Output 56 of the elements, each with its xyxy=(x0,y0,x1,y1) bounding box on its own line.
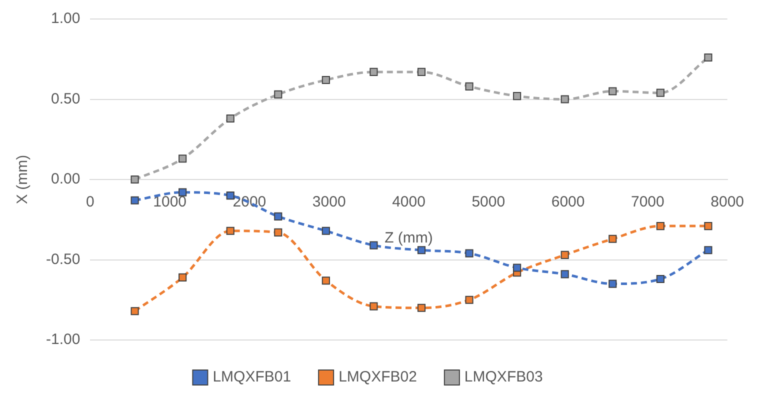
point xyxy=(130,307,139,316)
point xyxy=(130,175,139,184)
point xyxy=(704,53,712,62)
point xyxy=(130,196,139,204)
y-tick-label: 1.00 xyxy=(50,10,80,28)
point xyxy=(370,68,378,76)
x-tick-label: 8000 xyxy=(710,194,744,211)
point xyxy=(322,76,330,84)
point xyxy=(370,302,378,310)
point xyxy=(370,241,378,250)
point xyxy=(465,296,474,304)
point xyxy=(178,188,187,196)
point xyxy=(417,246,426,254)
legend-label: LMQXFB03 xyxy=(464,368,543,386)
x-tick-label: 1000 xyxy=(153,194,187,211)
point xyxy=(513,92,522,100)
x-tick-label: 0 xyxy=(86,194,94,211)
x-axis-title: Z (mm) xyxy=(384,230,433,247)
x-tick-label: 5000 xyxy=(472,194,506,211)
point xyxy=(656,222,664,230)
point xyxy=(560,95,569,104)
x-tick-label: 7000 xyxy=(630,194,664,211)
point xyxy=(178,154,187,163)
point xyxy=(417,68,426,76)
point xyxy=(274,228,282,236)
point xyxy=(656,274,664,284)
legend-label: LMQXFB01 xyxy=(212,368,292,386)
x-tick-label: 6000 xyxy=(551,194,585,211)
point xyxy=(226,226,234,235)
point xyxy=(704,222,712,230)
y-tick-label: -1.00 xyxy=(46,331,80,348)
point xyxy=(322,226,330,235)
point xyxy=(322,276,330,285)
point xyxy=(226,114,234,123)
point xyxy=(560,250,569,259)
y-tick-label: -0.50 xyxy=(46,250,80,268)
point xyxy=(274,212,282,220)
point xyxy=(656,88,664,97)
y-tick-label: 0.00 xyxy=(50,170,80,188)
x-tick-label: 3000 xyxy=(312,194,346,211)
point xyxy=(513,264,522,272)
point xyxy=(465,249,474,258)
point xyxy=(226,192,234,200)
x-tick-label: 4000 xyxy=(392,194,426,211)
point xyxy=(274,90,282,98)
y-axis-title: X (mm) xyxy=(14,154,32,204)
point xyxy=(704,246,712,254)
point xyxy=(178,273,187,282)
point xyxy=(560,270,569,278)
legend-label: LMQXFB02 xyxy=(338,368,417,386)
point xyxy=(608,87,617,96)
point xyxy=(608,234,617,243)
point xyxy=(465,82,474,90)
point xyxy=(417,304,426,312)
point xyxy=(608,280,617,288)
y-tick-label: 0.50 xyxy=(50,90,80,108)
